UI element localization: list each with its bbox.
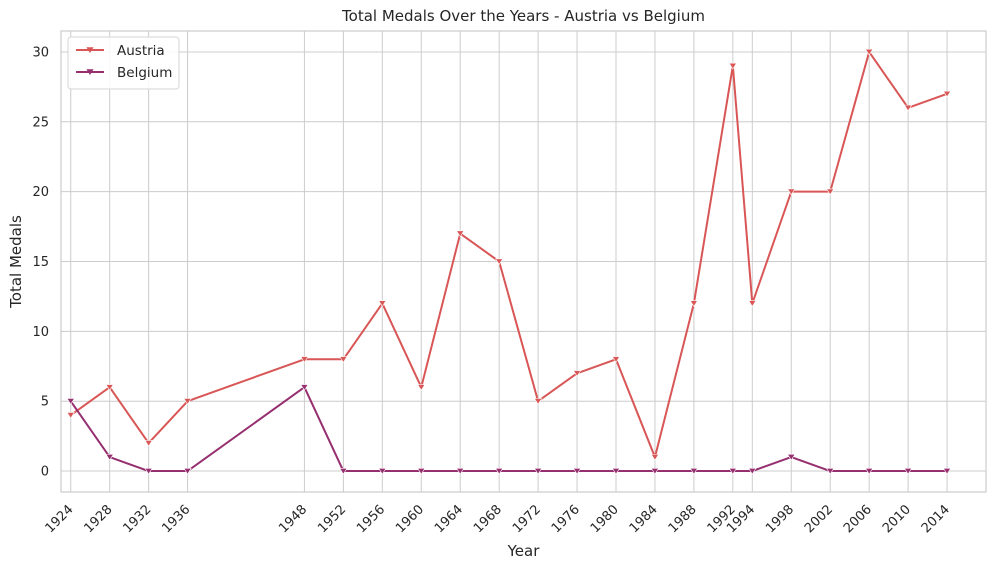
y-tick-label: 5 [41,395,49,410]
data-point [183,398,192,405]
data-point [572,468,582,475]
data-point [728,62,737,70]
x-tick-label: 1998 [763,502,797,536]
x-tick-label: 1988 [666,502,700,536]
data-point [456,230,465,238]
x-tick-label: 1964 [432,502,466,536]
x-tick-label: 1960 [393,502,427,536]
data-point [611,468,621,475]
x-tick-label: 1976 [549,502,583,536]
x-axis-ticks: 1924 1928 1932 1936 1948 1952 1956 1960 1964 1968… [43,502,953,536]
data-point [787,454,796,461]
data-point [495,468,504,475]
chart-title: Total Medals Over the Years - Austria vs… [341,7,705,25]
x-tick-label: 2014 [919,502,953,536]
data-point [826,468,835,475]
data-point [650,468,660,475]
data-point [105,454,114,461]
series-belgium [66,384,952,475]
legend: Austria Belgium [67,36,180,90]
x-tick-label: 1972 [510,502,544,536]
x-tick-label: 1936 [159,502,193,536]
data-point [689,468,699,475]
data-point [144,440,153,447]
data-point [942,90,952,98]
x-tick-label: 1948 [276,502,310,536]
y-tick-label: 30 [32,45,49,60]
data-point [339,356,348,363]
data-point [144,468,153,475]
x-tick-label: 2002 [802,502,836,536]
data-point [66,412,75,419]
series-line [69,386,948,473]
x-tick-label: 2006 [841,502,875,536]
series-layer [66,48,952,475]
data-point [611,356,621,363]
data-point [417,468,426,475]
x-tick-label: 1980 [588,502,622,536]
data-point [650,454,660,461]
data-point [787,188,796,196]
y-tick-label: 15 [32,255,49,270]
data-point [300,356,309,363]
data-point [826,188,835,196]
data-point [942,468,952,475]
y-axis-ticks: 0 5 10 15 20 25 30 [32,45,49,479]
x-tick-label: 1932 [120,502,154,536]
data-point [865,48,874,56]
x-tick-label: 1928 [82,502,116,536]
plot-frame [60,30,987,493]
data-point [456,468,465,475]
y-tick-label: 25 [32,115,49,130]
data-point [495,258,504,266]
x-tick-label: 1956 [354,502,388,536]
data-point [572,370,582,377]
y-tick-label: 10 [32,325,49,340]
data-point [417,384,426,391]
x-tick-label: 2010 [880,502,914,536]
data-point [105,384,114,391]
data-point [378,300,387,308]
y-tick-label: 20 [32,185,49,200]
data-point [183,468,192,475]
series-line [70,50,948,459]
grid [61,31,986,492]
x-tick-label: 1924 [43,502,77,536]
series-austria [66,48,952,461]
data-point [378,468,387,475]
x-tick-label: 1952 [315,502,349,536]
data-point [728,468,737,475]
data-point [300,384,309,391]
data-point [66,398,75,405]
legend-marker [86,47,94,54]
legend-marker [86,69,94,76]
x-tick-label: 1984 [627,502,661,536]
data-point [533,398,543,405]
data-point [903,468,913,475]
y-tick-label: 0 [41,465,49,480]
y-axis-label: Total Medals [7,215,25,309]
x-axis-label: Year [507,542,541,560]
data-point [748,468,757,475]
legend-label: Austria [117,43,165,59]
legend-item-austria: Austria [76,43,165,59]
data-point [748,300,757,308]
data-point [903,104,913,112]
data-point [533,468,543,475]
legend-label: Belgium [117,65,172,81]
data-point [865,468,874,475]
x-tick-label: 1968 [471,502,505,536]
legend-item-belgium: Belgium [76,65,172,81]
data-point [689,300,699,308]
data-point [339,468,348,475]
